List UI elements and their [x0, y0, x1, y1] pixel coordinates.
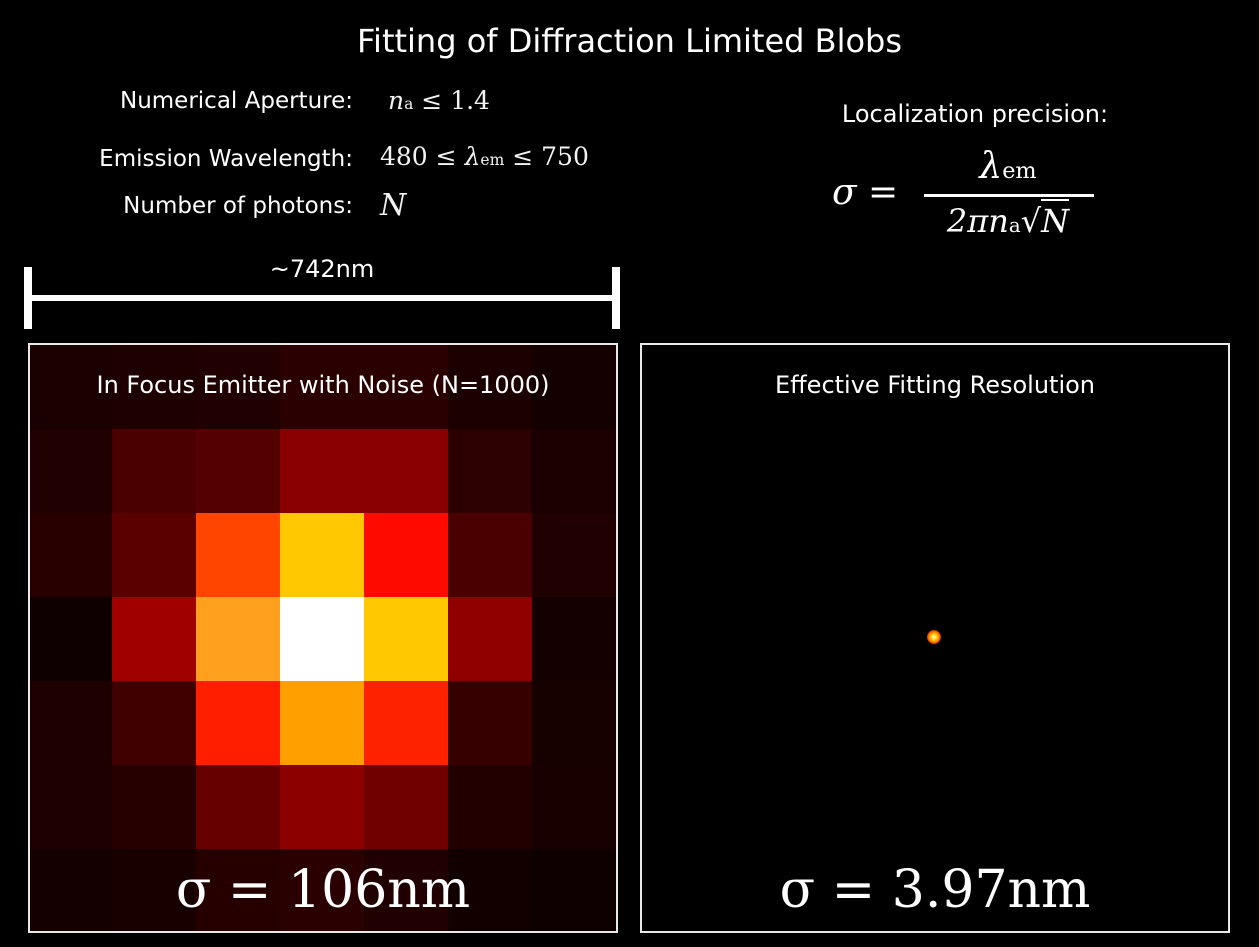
- pixel-cell: [364, 513, 448, 597]
- pixel-cell: [364, 429, 448, 513]
- scale-bar-line: [28, 295, 616, 301]
- pixel-cell: [448, 681, 532, 765]
- pixel-cell: [30, 597, 112, 681]
- slide-title: Fitting of Diffraction Limited Blobs: [356, 22, 903, 60]
- pixel-cell: [280, 345, 364, 429]
- pixel-cell: [112, 765, 196, 849]
- pixel-cell: [364, 849, 448, 931]
- pixel-cell: [280, 513, 364, 597]
- param-label-wavelength: Emission Wavelength:: [99, 146, 353, 172]
- noisy-emitter-sigma: σ = 106nm: [175, 860, 471, 920]
- pixel-cell: [196, 681, 280, 765]
- pixel-cell: [280, 597, 364, 681]
- formula-numerator: λem: [979, 146, 1037, 187]
- param-value-photons: N: [380, 188, 407, 223]
- formula-sigma: σ: [832, 172, 857, 213]
- pixel-cell: [448, 849, 532, 931]
- fitting-resolution-sigma: σ = 3.97nm: [779, 860, 1091, 920]
- pixel-cell: [364, 765, 448, 849]
- pixel-cell: [30, 345, 112, 429]
- pixel-cell: [280, 429, 364, 513]
- pixel-cell: [280, 765, 364, 849]
- pixel-cell: [448, 345, 532, 429]
- fitted-point-spot: [927, 630, 941, 644]
- noisy-emitter-panel: In Focus Emitter with Noise (N=1000) σ =…: [28, 343, 618, 933]
- pixel-cell: [280, 849, 364, 931]
- pixel-cell: [30, 849, 112, 931]
- pixel-cell: [532, 597, 616, 681]
- pixel-cell: [196, 513, 280, 597]
- pixel-cell: [448, 765, 532, 849]
- pixel-cell: [30, 765, 112, 849]
- pixel-cell: [532, 345, 616, 429]
- pixel-cell: [364, 345, 448, 429]
- pixel-cell: [532, 513, 616, 597]
- noisy-emitter-title: In Focus Emitter with Noise (N=1000): [96, 371, 550, 399]
- scale-bar: ~742nm: [22, 255, 622, 331]
- pixel-cell: [196, 765, 280, 849]
- param-value-wavelength: 480 ≤ λem ≤ 750: [380, 142, 589, 171]
- fitting-resolution-panel: Effective Fitting Resolution σ = 3.97nm: [640, 343, 1230, 933]
- pixel-cell: [280, 681, 364, 765]
- pixel-cell: [112, 429, 196, 513]
- precision-formula: σ = λem 2πna√N: [832, 140, 1112, 250]
- pixel-cell: [30, 681, 112, 765]
- pixel-cell: [30, 429, 112, 513]
- pixel-cell: [532, 681, 616, 765]
- formula-fraction-bar: [924, 194, 1094, 197]
- pixel-cell: [448, 429, 532, 513]
- pixel-cell: [112, 849, 196, 931]
- pixel-cell: [196, 597, 280, 681]
- pixel-cell: [112, 597, 196, 681]
- param-value-aperture: na ≤ 1.4: [388, 86, 490, 115]
- pixel-cell: [196, 345, 280, 429]
- pixel-cell: [532, 765, 616, 849]
- fitting-resolution-title: Effective Fitting Resolution: [774, 371, 1096, 399]
- pixel-cell: [448, 597, 532, 681]
- pixel-cell: [112, 345, 196, 429]
- pixel-cell: [532, 429, 616, 513]
- param-label-aperture: Numerical Aperture:: [119, 88, 353, 114]
- pixel-cell: [364, 597, 448, 681]
- formula-equals: =: [868, 172, 899, 213]
- pixel-cell: [448, 513, 532, 597]
- param-label-photons: Number of photons:: [123, 193, 353, 219]
- scale-bar-label: ~742nm: [269, 255, 375, 283]
- pixel-cell: [196, 849, 280, 931]
- pixel-cell: [112, 681, 196, 765]
- formula-denominator: 2πna√N: [918, 199, 1098, 240]
- precision-label: Localization precision:: [841, 100, 1109, 128]
- pixel-cell: [112, 513, 196, 597]
- pixel-grid: [30, 345, 616, 931]
- pixel-cell: [532, 849, 616, 931]
- pixel-cell: [30, 513, 112, 597]
- scale-bar-graphic: [24, 267, 620, 329]
- pixel-cell: [364, 681, 448, 765]
- pixel-cell: [196, 429, 280, 513]
